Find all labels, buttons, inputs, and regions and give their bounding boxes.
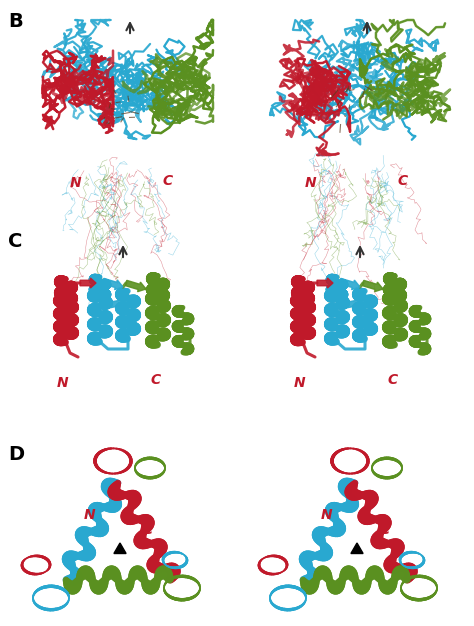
Text: C: C xyxy=(8,232,22,251)
Text: N: N xyxy=(70,176,82,190)
Text: N: N xyxy=(294,376,306,390)
Polygon shape xyxy=(102,279,123,290)
Polygon shape xyxy=(125,280,146,292)
Text: C: C xyxy=(151,373,161,387)
Text: C: C xyxy=(388,373,398,387)
Text: N: N xyxy=(305,176,317,190)
Text: N: N xyxy=(321,508,333,522)
Polygon shape xyxy=(80,278,96,288)
Polygon shape xyxy=(362,280,383,292)
Text: C: C xyxy=(398,174,408,188)
Polygon shape xyxy=(339,279,360,290)
Text: C: C xyxy=(380,523,390,537)
Polygon shape xyxy=(114,543,126,553)
Text: D: D xyxy=(8,445,24,464)
Polygon shape xyxy=(346,297,367,308)
Text: C: C xyxy=(163,174,173,188)
Polygon shape xyxy=(109,297,130,308)
Text: N: N xyxy=(84,508,96,522)
Polygon shape xyxy=(351,543,363,553)
Text: B: B xyxy=(8,12,23,31)
Polygon shape xyxy=(317,278,333,288)
Text: C: C xyxy=(143,523,153,537)
Text: N: N xyxy=(57,376,69,390)
